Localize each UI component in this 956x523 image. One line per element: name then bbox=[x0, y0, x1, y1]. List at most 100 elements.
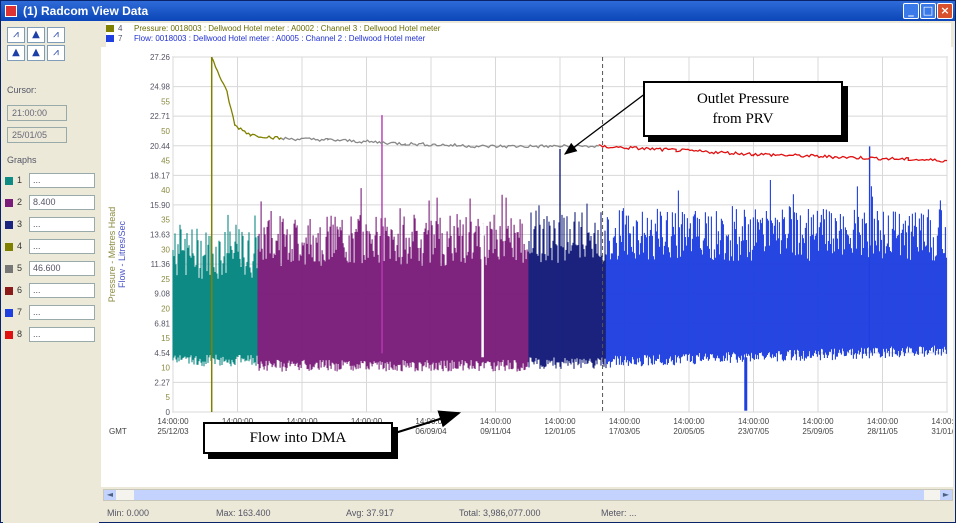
callout-outlet-pressure-line1: Outlet Pressure bbox=[696, 91, 790, 107]
y-tick-flow: 11.36 bbox=[151, 260, 171, 269]
graph-value-box[interactable]: ... bbox=[29, 283, 95, 298]
arrow-flow-into-dma bbox=[394, 410, 462, 435]
x-tick-time: 14:00:00 bbox=[222, 417, 254, 426]
horizontal-scrollbar[interactable]: ◄ ► bbox=[103, 489, 953, 501]
pressure-series-line bbox=[211, 56, 282, 141]
graph-swatch bbox=[5, 265, 13, 273]
graph-value-box[interactable]: ... bbox=[29, 173, 95, 188]
y-tick-flow: 13.63 bbox=[150, 231, 171, 240]
y-tick-flow: 24.98 bbox=[150, 83, 171, 92]
y-tick-pressure: 35 bbox=[161, 216, 170, 225]
close-button[interactable]: × bbox=[937, 3, 953, 19]
graph-swatch bbox=[5, 287, 13, 295]
view-button-5[interactable]: ▲ bbox=[27, 45, 45, 61]
graph-number: 5 bbox=[17, 263, 23, 273]
status-min: Min: 0.000 bbox=[107, 508, 150, 518]
graph-value-box[interactable]: 8.400 bbox=[29, 195, 95, 210]
x-tick-time: 14:00:00 bbox=[609, 417, 641, 426]
x-tick-time: 14:00:00 bbox=[286, 417, 318, 426]
graph-value-box[interactable]: ... bbox=[29, 327, 95, 342]
chart[interactable]: 14:00:0025/12/0314:00:0027/02/0414:00:00… bbox=[101, 47, 953, 487]
y-tick-flow: 20.44 bbox=[150, 142, 171, 151]
view-button-3[interactable]: ⩘ bbox=[47, 27, 65, 43]
x-tick-time: 14:00:00 bbox=[802, 417, 834, 426]
status-avg: Avg: 37.917 bbox=[346, 508, 394, 518]
legend-flow-text: Flow: 0018003 : Dellwood Hotel meter : A… bbox=[134, 34, 426, 43]
view-button-6[interactable]: ⩘ bbox=[47, 45, 65, 61]
arrow-outlet-pressure bbox=[563, 92, 647, 155]
y-tick-flow: 6.81 bbox=[154, 319, 170, 328]
left-panel: ⩘ ▲ ⩘ ▲ ▲ ⩘ Cursor: 21:00:00 25/01/05 Gr… bbox=[3, 23, 99, 523]
x-tick-date: 25/12/03 bbox=[157, 427, 189, 436]
maximize-button[interactable]: □ bbox=[920, 3, 936, 19]
title-bar: (1) Radcom View Data _ □ × bbox=[1, 1, 955, 21]
graph-swatch bbox=[5, 309, 13, 317]
callout-flow-into-dma: Flow into DMA bbox=[203, 422, 393, 454]
legend-pressure-text: Pressure: 0018003 : Dellwood Hotel meter… bbox=[134, 24, 441, 33]
minimize-button[interactable]: _ bbox=[903, 3, 919, 19]
y-tick-flow: 2.27 bbox=[154, 378, 170, 387]
view-button-1[interactable]: ⩘ bbox=[7, 27, 25, 43]
status-meter: Meter: ... bbox=[601, 508, 637, 518]
graph-swatch bbox=[5, 199, 13, 207]
graph-swatch bbox=[5, 331, 13, 339]
cursor-time: 21:00:00 bbox=[7, 105, 67, 121]
y-tick-pressure: 15 bbox=[161, 334, 170, 343]
flow-series bbox=[257, 188, 529, 372]
x-tick-date: 25/09/05 bbox=[802, 427, 834, 436]
graph-value-box[interactable]: 46.600 bbox=[29, 261, 95, 276]
graph-value-box[interactable]: ... bbox=[29, 217, 95, 232]
x-tick-date: 17/03/05 bbox=[609, 427, 641, 436]
y-tick-flow: 4.54 bbox=[154, 349, 170, 358]
graph-number: 1 bbox=[17, 175, 23, 185]
view-button-2[interactable]: ▲ bbox=[27, 27, 45, 43]
callout-outlet-pressure: Outlet Pressure from PRV bbox=[643, 81, 843, 137]
graph-number: 7 bbox=[17, 307, 23, 317]
flow-series bbox=[528, 203, 607, 369]
x-tick-date: 20/05/05 bbox=[673, 427, 705, 436]
legend-pressure: 4 Pressure: 0018003 : Dellwood Hotel mete… bbox=[106, 24, 440, 34]
legend-flow: 7 Flow: 0018003 : Dellwood Hotel meter : … bbox=[106, 34, 425, 44]
y-axis-label-flow: Flow - Litres/Sec bbox=[117, 220, 127, 288]
graph-value-box[interactable]: ... bbox=[29, 239, 95, 254]
x-tick-time: 14:00:00 bbox=[351, 417, 383, 426]
x-tick-time: 14:00:00 bbox=[931, 417, 953, 426]
graph-number: 4 bbox=[17, 241, 23, 251]
y-tick-pressure: 40 bbox=[161, 186, 170, 195]
x-tick-date: 12/01/05 bbox=[544, 427, 576, 436]
y-tick-flow: 27.26 bbox=[150, 53, 171, 62]
callout-flow-line1: Flow into DMA bbox=[249, 430, 347, 446]
callout-outlet-pressure-line2: from PRV bbox=[712, 111, 774, 127]
scroll-right-arrow-icon[interactable]: ► bbox=[940, 490, 952, 500]
pressure-series-line bbox=[281, 136, 599, 149]
legend-pressure-swatch bbox=[106, 25, 114, 33]
x-tick-date: 23/07/05 bbox=[738, 427, 770, 436]
view-button-4[interactable]: ▲ bbox=[7, 45, 25, 61]
graphs-label: Graphs bbox=[7, 155, 37, 165]
graph-number: 3 bbox=[17, 219, 23, 229]
graph-value-box[interactable]: ... bbox=[29, 305, 95, 320]
status-bar: Min: 0.000 Max: 163.400 Avg: 37.917 Tota… bbox=[101, 505, 953, 521]
x-tick-date: 09/11/04 bbox=[480, 427, 511, 436]
y-tick-pressure: 55 bbox=[161, 97, 170, 106]
window-title: (1) Radcom View Data bbox=[23, 4, 149, 18]
y-tick-flow: 9.08 bbox=[154, 290, 170, 299]
flow-series bbox=[172, 214, 259, 367]
graph-swatch bbox=[5, 243, 13, 251]
x-tick-time: 14:00:00 bbox=[480, 417, 512, 426]
scroll-thumb[interactable] bbox=[134, 490, 924, 500]
graph-swatch bbox=[5, 221, 13, 229]
pressure-series-line bbox=[598, 144, 948, 163]
scroll-left-arrow-icon[interactable]: ◄ bbox=[104, 490, 116, 500]
legend-flow-swatch bbox=[106, 35, 114, 43]
y-tick-pressure: 25 bbox=[161, 275, 170, 284]
cursor-date: 25/01/05 bbox=[7, 127, 67, 143]
x-tick-time: 14:00:00 bbox=[544, 417, 576, 426]
status-max: Max: 163.400 bbox=[216, 508, 271, 518]
x-tick-time: 14:00:00 bbox=[673, 417, 705, 426]
legend-pressure-number: 4 bbox=[118, 24, 123, 33]
y-tick-flow: 18.17 bbox=[150, 171, 171, 180]
graph-number: 2 bbox=[17, 197, 23, 207]
legend-flow-number: 7 bbox=[118, 34, 123, 43]
